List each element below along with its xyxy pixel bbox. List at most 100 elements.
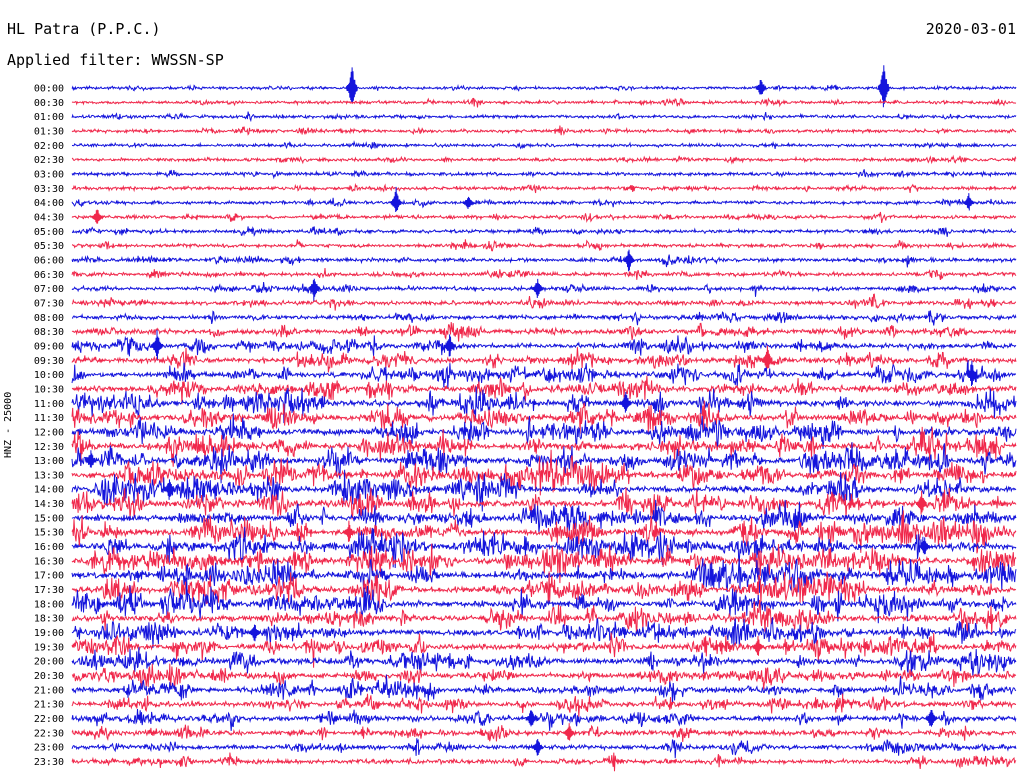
trace-row-1400: [71, 469, 1017, 512]
trace-row-0500: [71, 226, 1017, 238]
row-time-label: 02:00: [34, 141, 64, 152]
trace-row-1200: [71, 413, 1017, 449]
trace-row-1030: [71, 375, 1017, 405]
row-time-label: 05:30: [34, 241, 64, 252]
row-time-label: 10:00: [34, 370, 64, 381]
trace-row-0600: [71, 249, 1017, 272]
row-time-label: 23:00: [34, 743, 64, 754]
trace-row-0930: [71, 345, 1017, 373]
trace-row-2000: [71, 647, 1017, 677]
row-time-label: 04:00: [34, 198, 64, 209]
row-time-label: 00:30: [34, 98, 64, 109]
trace-row-0400: [71, 186, 1017, 213]
row-time-label: 09:30: [34, 356, 64, 367]
trace-row-0900: [71, 329, 1017, 361]
row-time-label: 02:30: [34, 155, 64, 166]
trace-row-2330: [71, 752, 1017, 772]
trace-row-0300: [71, 169, 1017, 180]
row-time-label: 13:00: [34, 456, 64, 467]
trace-row-0100: [71, 111, 1017, 123]
trace-row-0130: [71, 125, 1017, 136]
row-time-label: 21:30: [34, 700, 64, 711]
row-time-label: 11:00: [34, 399, 64, 410]
trace-row-2200: [71, 708, 1017, 731]
row-time-label: 17:00: [34, 571, 64, 582]
date-label: 2020-03-01: [925, 20, 1016, 38]
row-time-label: 11:30: [34, 413, 64, 424]
row-time-label: 00:00: [34, 84, 64, 95]
row-time-label: 09:00: [34, 341, 64, 352]
trace-row-2300: [71, 738, 1017, 759]
trace-row-1800: [71, 577, 1017, 624]
trace-row-1500: [71, 499, 1017, 535]
row-time-label: 06:00: [34, 255, 64, 266]
row-time-label: 22:00: [34, 714, 64, 725]
trace-row-0430: [71, 209, 1017, 224]
trace-row-0200: [71, 140, 1017, 150]
row-time-label: 10:30: [34, 384, 64, 395]
row-time-label: 14:30: [34, 499, 64, 510]
row-time-label: 17:30: [34, 585, 64, 596]
trace-row-2230: [71, 723, 1017, 742]
row-label-layer: 00:00 00:30 01:00 01:30 02:00 02:30 03:00 03:30…: [34, 84, 64, 769]
row-time-label: 07:00: [34, 284, 64, 295]
row-time-label: 15:30: [34, 528, 64, 539]
row-time-label: 16:30: [34, 556, 64, 567]
trace-row-0830: [71, 322, 1017, 342]
row-time-label: 22:30: [34, 728, 64, 739]
row-time-label: 20:00: [34, 657, 64, 668]
trace-row-2100: [71, 674, 1017, 705]
trace-row-0330: [71, 182, 1017, 194]
trace-row-1300: [71, 442, 1017, 484]
trace-row-1700: [71, 557, 1017, 593]
trace-row-2030: [71, 663, 1017, 690]
trace-row-2130: [71, 693, 1017, 717]
trace-row-0230: [71, 154, 1017, 165]
row-time-label: 05:00: [34, 227, 64, 238]
row-time-label: 13:30: [34, 470, 64, 481]
row-time-label: 01:00: [34, 112, 64, 123]
trace-row-1000: [71, 359, 1016, 389]
trace-row-1530: [71, 510, 1017, 554]
row-time-label: 15:00: [34, 513, 64, 524]
row-time-label: 16:00: [34, 542, 64, 553]
row-time-label: 18:30: [34, 614, 64, 625]
trace-row-1900: [71, 617, 1017, 648]
trace-row-1830: [71, 599, 1017, 635]
trace-row-0700: [71, 278, 1017, 302]
trace-row-0530: [71, 239, 1017, 252]
row-time-label: 08:00: [34, 313, 64, 324]
row-time-label: 07:30: [34, 298, 64, 309]
row-time-label: 03:00: [34, 169, 64, 180]
row-time-label: 08:30: [34, 327, 64, 338]
trace-row-0630: [71, 267, 1017, 280]
row-time-label: 20:30: [34, 671, 64, 682]
row-time-label: 04:30: [34, 212, 64, 223]
row-time-label: 01:30: [34, 126, 64, 137]
row-time-label: 06:30: [34, 270, 64, 281]
row-time-label: 23:30: [34, 757, 64, 768]
row-time-label: 12:00: [34, 427, 64, 438]
trace-row-0730: [71, 293, 1017, 311]
row-time-label: 14:00: [34, 485, 64, 496]
trace-row-1630: [71, 543, 1017, 584]
trace-row-1100: [71, 386, 1017, 424]
row-time-label: 21:00: [34, 685, 64, 696]
row-time-label: 18:00: [34, 599, 64, 610]
trace-row-1930: [71, 632, 1017, 668]
trace-row-1430: [71, 487, 1017, 523]
trace-row-0030: [71, 97, 1017, 108]
row-time-label: 03:30: [34, 184, 64, 195]
filter-label: Applied filter: WWSSN-SP: [7, 51, 224, 69]
row-time-label: 12:30: [34, 442, 64, 453]
trace-row-1130: [71, 400, 1017, 434]
trace-row-0800: [71, 310, 1017, 326]
row-time-label: 19:00: [34, 628, 64, 639]
trace-row-1330: [71, 449, 1017, 496]
trace-row-0000: [71, 65, 1017, 108]
station-title: HL Patra (P.P.C.): [7, 20, 161, 38]
trace-layer: [71, 65, 1017, 772]
trace-row-1730: [71, 571, 1017, 608]
